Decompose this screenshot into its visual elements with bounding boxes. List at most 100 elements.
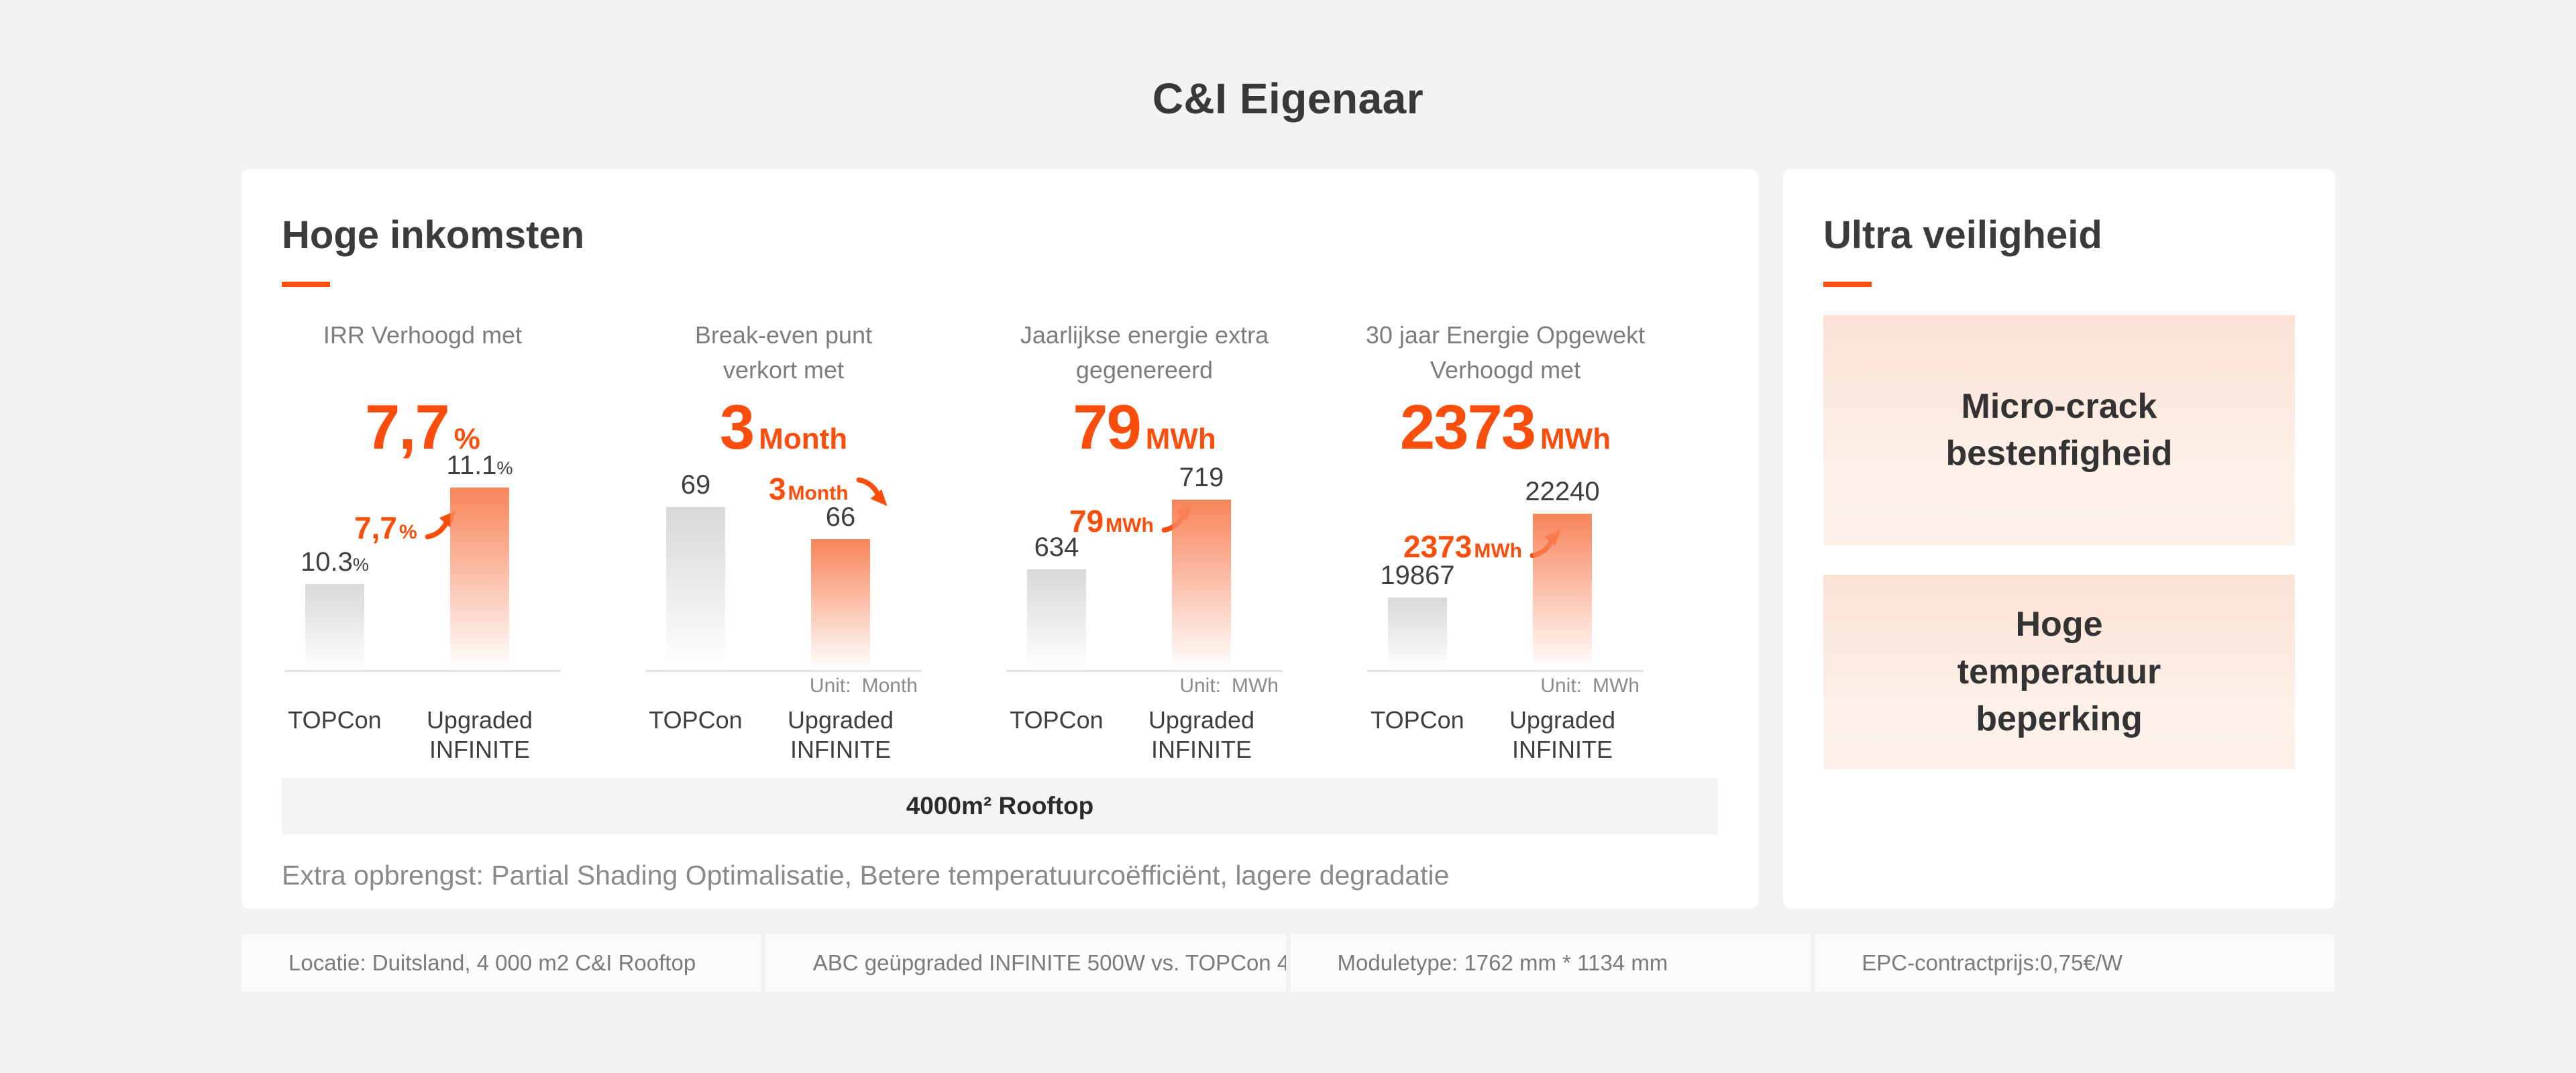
bar-topcon: 19867 <box>1380 561 1455 670</box>
bar-topcon: 10.3% <box>301 547 369 670</box>
bar-infinite-fill <box>1533 513 1592 670</box>
bar-value-infinite: 719 <box>1179 462 1224 492</box>
x-label-topcon: TOPCon <box>1371 705 1464 734</box>
unit-value: MWh <box>1232 674 1279 697</box>
x-label-infinite: Upgraded INFINITE <box>787 705 894 763</box>
bar-infinite-fill <box>811 539 870 670</box>
bar-chart: 3 Month 69 66 <box>645 464 922 672</box>
chart-group: Break-even punt verkort met 3 Month 3 Mo… <box>603 318 964 775</box>
stat-unit: MWh <box>1145 422 1216 455</box>
footer: Locatie: Duitsland, 4 000 m2 C&I Rooftop… <box>241 934 2334 992</box>
highlight-stat: 3 Month <box>719 391 848 462</box>
bar-infinite: 22240 <box>1525 477 1600 670</box>
unit-line: Unit: MWh <box>1371 675 1640 700</box>
title-underline <box>1823 281 1872 287</box>
bar-infinite-fill <box>1172 499 1231 670</box>
chart-title: IRR Verhoogd met <box>323 321 523 349</box>
bar-value-topcon: 19867 <box>1380 560 1455 590</box>
footer-cell-location: Locatie: Duitsland, 4 000 m2 C&I Rooftop <box>241 934 761 992</box>
annotation-value: 79 <box>1069 503 1104 539</box>
income-card-title: Hoge inkomsten <box>282 213 585 257</box>
chart-title: 30 jaar Energie Opgewekt Verhoogd met <box>1365 321 1646 384</box>
unit-prefix: Unit: <box>809 674 851 697</box>
stat-value: 2373 <box>1399 391 1536 462</box>
bar-topcon: 69 <box>666 470 725 670</box>
chart-title: Jaarlijkse energie extra gegenereerd <box>1020 321 1269 384</box>
bar-infinite: 11.1% <box>447 451 513 670</box>
footer-cell-epc-price: EPC-contractprijs:0,75€/W <box>1815 934 2334 992</box>
x-axis-labels: TOPCon Upgraded INFINITE <box>288 700 557 775</box>
x-axis-labels: TOPCon Upgraded INFINITE <box>1371 700 1640 775</box>
bar-value-topcon: 10.3% <box>301 547 369 577</box>
bar-infinite-fill <box>450 487 509 670</box>
footer-cell-comparison: ABC geüpgraded INFINITE 500W vs. TOPCon … <box>765 934 1286 992</box>
bar-chart: 7,7 % 10.3% 11.1% <box>284 451 561 672</box>
income-card: Hoge inkomsten IRR Verhoogd met 7,7 % 7,… <box>241 169 1758 909</box>
rooftop-band: 4000m² Rooftop <box>282 777 1718 834</box>
highlight-stat: 7,7 % <box>365 391 480 462</box>
bar-value-topcon: 634 <box>1034 532 1079 562</box>
stat-value: 7,7 <box>365 391 450 462</box>
x-label-infinite: Upgraded INFINITE <box>1148 705 1255 763</box>
bar-infinite: 66 <box>811 502 870 670</box>
chart-group: 30 jaar Energie Opgewekt Verhoogd met 23… <box>1325 318 1686 775</box>
extra-note: Extra opbrengst: Partial Shading Optimal… <box>282 859 1450 891</box>
x-axis-labels: TOPCon Upgraded INFINITE <box>649 700 918 775</box>
chart-group: Jaarlijkse energie extra gegenereerd 79 … <box>964 318 1325 775</box>
bar-topcon: 634 <box>1027 532 1086 670</box>
delta-annotation: 3 Month <box>769 473 890 508</box>
annotation-value: 7,7 <box>354 510 397 545</box>
x-label-topcon: TOPCon <box>649 705 743 734</box>
axis-baseline <box>1006 669 1283 672</box>
annotation-unit: MWh <box>1474 539 1522 562</box>
annotation-value: 2373 <box>1403 528 1472 564</box>
x-axis-labels: TOPCon Upgraded INFINITE <box>1010 700 1279 775</box>
safety-card: Ultra veiligheid Micro-crack bestenfighe… <box>1783 169 2335 909</box>
bar-infinite: 719 <box>1172 463 1231 670</box>
bar-topcon-fill <box>666 506 725 670</box>
x-label-topcon: TOPCon <box>288 705 382 734</box>
safety-card-title: Ultra veiligheid <box>1823 213 2102 257</box>
highlight-stat: 79 MWh <box>1073 391 1216 462</box>
safety-box-microcrack: Micro-crack bestenfigheid <box>1823 315 2295 545</box>
safety-box-label: Micro-crack bestenfigheid <box>1945 386 2173 473</box>
x-label-topcon: TOPCon <box>1010 705 1104 734</box>
bar-value-infinite: 22240 <box>1525 476 1600 506</box>
chart-group: IRR Verhoogd met 7,7 % 7,7 % 10.3% 11.1% <box>242 318 603 775</box>
annotation-unit: % <box>398 520 417 543</box>
annotation-unit: Month <box>788 482 849 504</box>
unit-line: Unit: Month <box>649 675 918 700</box>
bar-topcon-fill <box>1388 597 1447 670</box>
stat-unit: MWh <box>1540 422 1611 455</box>
chart-groups: IRR Verhoogd met 7,7 % 7,7 % 10.3% 11.1% <box>242 318 1686 775</box>
axis-baseline <box>645 669 922 672</box>
bar-value-infinite: 11.1% <box>446 450 513 480</box>
unit-value: MWh <box>1593 674 1640 697</box>
safety-box-temperature: Hoge temperatuur beperking <box>1823 574 2295 769</box>
stat-value: 3 <box>719 391 755 462</box>
annotation-unit: MWh <box>1106 514 1154 536</box>
rooftop-band-label: 4000m² Rooftop <box>906 791 1094 820</box>
delta-annotation: 7,7 % <box>354 510 459 547</box>
x-label-infinite: Upgraded INFINITE <box>426 705 533 763</box>
stat-unit: % <box>453 422 480 455</box>
title-underline <box>282 281 330 287</box>
axis-baseline <box>1367 669 1644 672</box>
annotation-value: 3 <box>769 471 786 506</box>
bar-value-infinite: 66 <box>825 502 856 532</box>
axis-baseline <box>284 669 561 672</box>
bar-topcon-fill <box>1027 569 1086 670</box>
unit-value: Month <box>861 674 918 697</box>
unit-prefix: Unit: <box>1179 674 1221 697</box>
stat-unit: Month <box>759 422 848 455</box>
stat-value: 79 <box>1073 391 1142 462</box>
chart-title: Break-even punt verkort met <box>694 321 873 384</box>
trend-arrow-icon <box>856 477 888 506</box>
highlight-stat: 2373 MWh <box>1399 391 1611 462</box>
bar-chart: 79 MWh 634 719 <box>1006 463 1283 672</box>
unit-line: Unit: MWh <box>1010 675 1279 700</box>
bar-chart: 2373 MWh 19867 22240 <box>1367 464 1644 672</box>
x-label-infinite: Upgraded INFINITE <box>1509 705 1616 763</box>
safety-box-label: Hoge temperatuur beperking <box>1957 605 2161 738</box>
unit-prefix: Unit: <box>1540 674 1582 697</box>
